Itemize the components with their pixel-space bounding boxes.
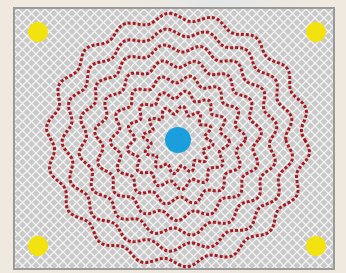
corner-target[interactable] bbox=[28, 22, 48, 42]
game-board bbox=[0, 0, 346, 273]
corner-target[interactable] bbox=[306, 22, 326, 42]
corner-target[interactable] bbox=[28, 236, 48, 256]
player-ball[interactable] bbox=[165, 127, 191, 153]
corner-target[interactable] bbox=[306, 236, 326, 256]
page: (() => { const data = JSON.parse(documen… bbox=[0, 0, 346, 273]
